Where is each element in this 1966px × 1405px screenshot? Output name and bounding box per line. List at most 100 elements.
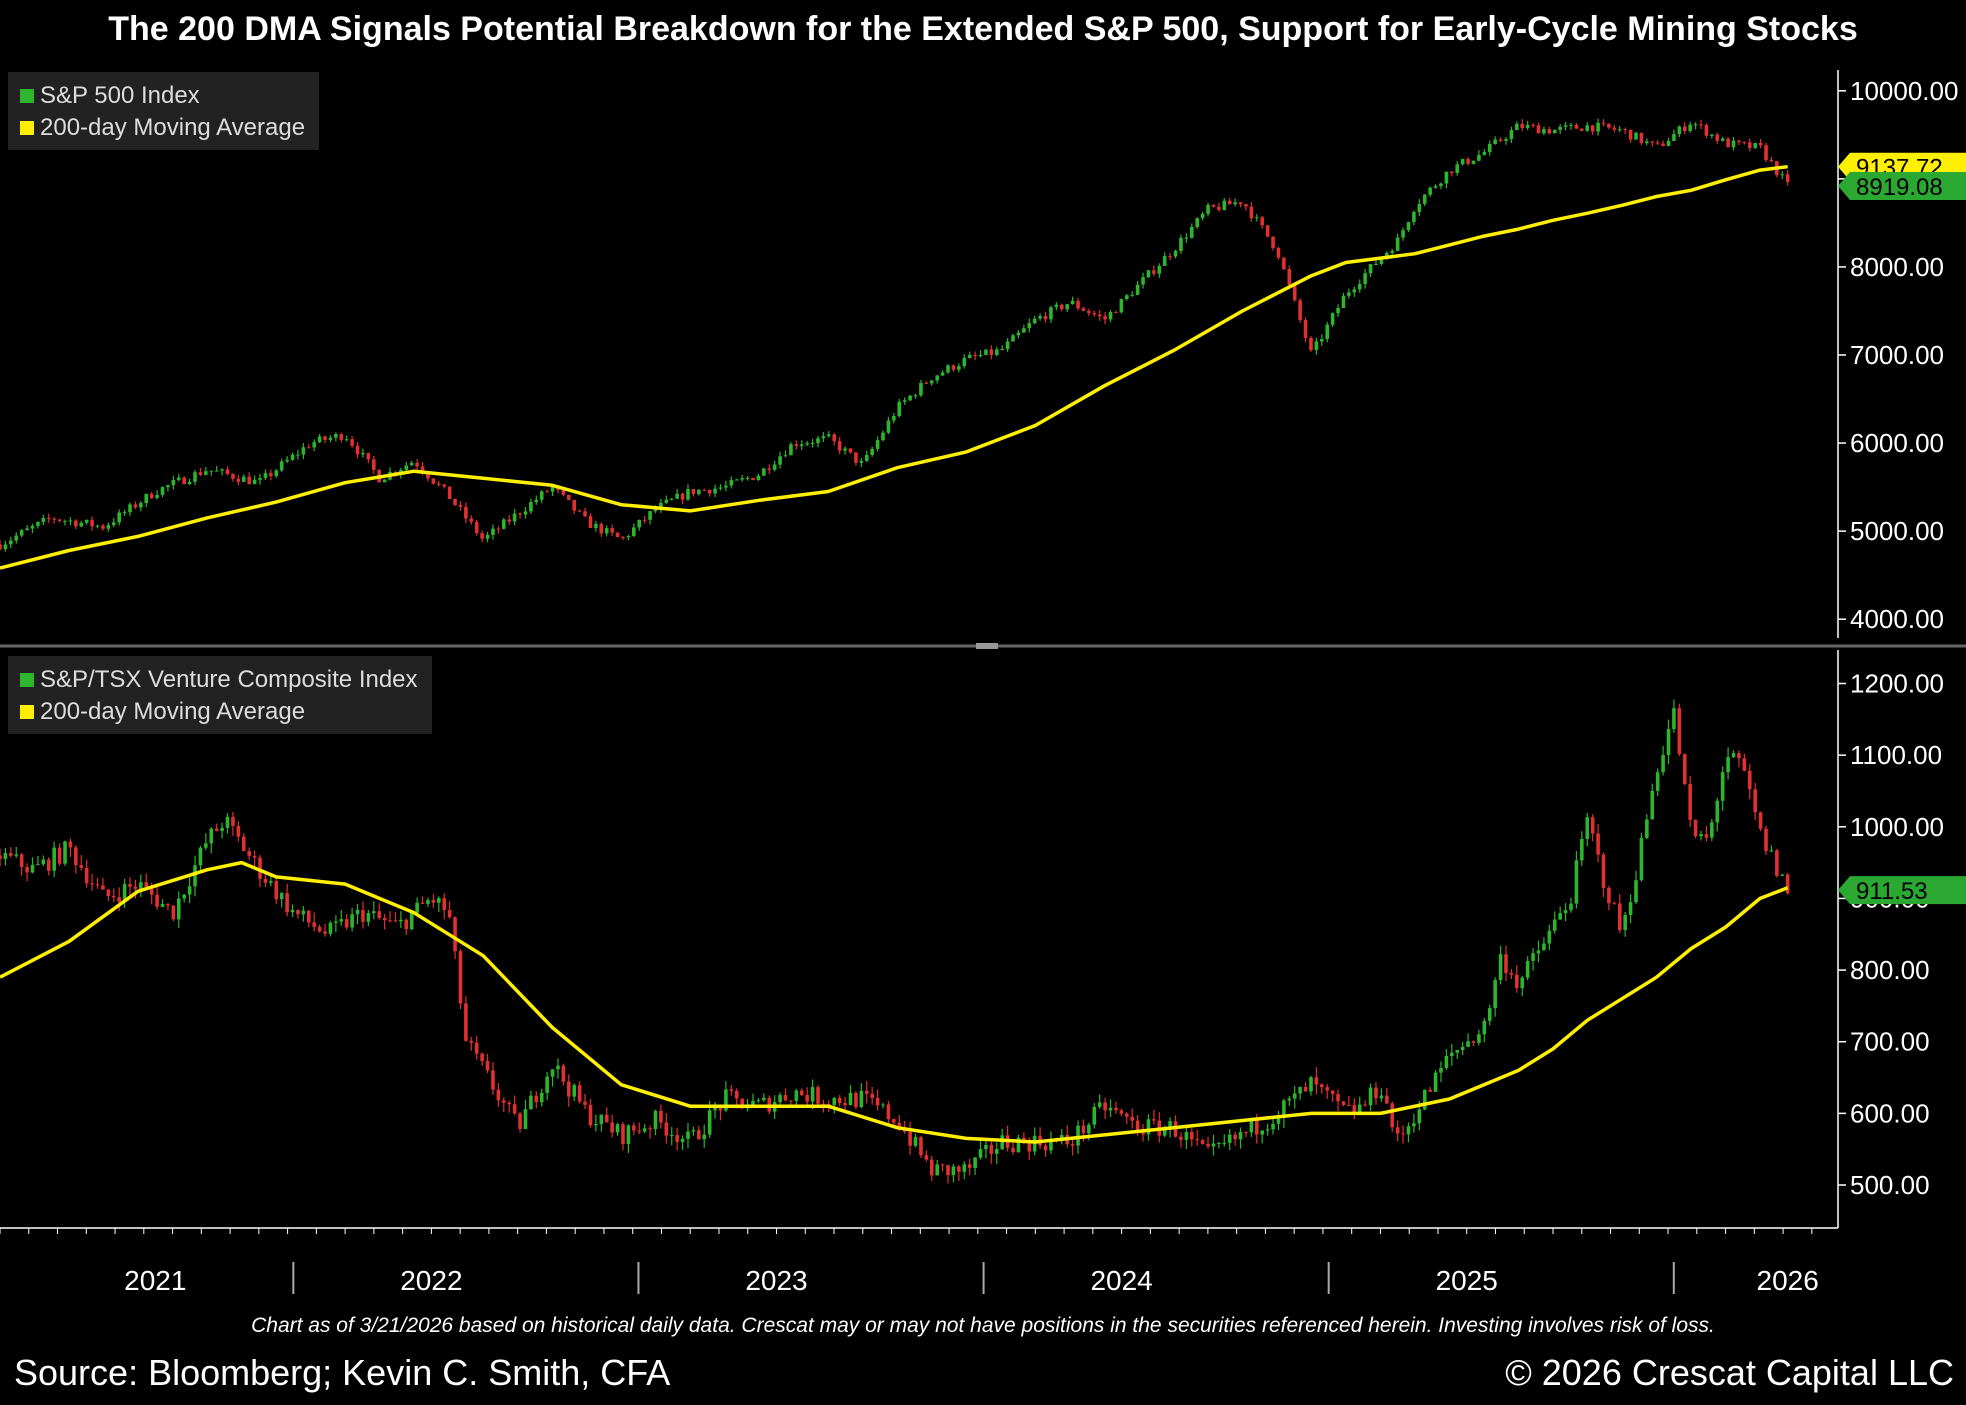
candle-body — [1211, 204, 1216, 207]
candle-body — [290, 909, 295, 913]
candle-body — [1363, 273, 1367, 285]
candle-body — [967, 1164, 972, 1168]
candle-body — [827, 434, 831, 437]
candle-body — [1352, 1105, 1357, 1114]
candle-body — [1574, 124, 1579, 129]
candle-body — [366, 452, 371, 460]
candle-body — [1298, 300, 1302, 320]
candle-body — [1000, 1135, 1004, 1150]
candle-body — [1227, 200, 1232, 205]
candle-body — [1238, 1132, 1243, 1140]
candle-body — [1509, 972, 1514, 975]
candle-body — [740, 478, 744, 480]
y-tick-label: 1100.00 — [1850, 740, 1942, 770]
candle-body — [68, 520, 73, 522]
candle-body — [95, 525, 100, 527]
candle-body — [0, 855, 2, 859]
candle-body — [1580, 128, 1584, 131]
candle-body — [642, 1128, 647, 1132]
candle-body — [361, 452, 365, 455]
candle-body — [252, 855, 257, 858]
candle-body — [296, 909, 300, 915]
legend-label-sp500-ma: 200-day Moving Average — [40, 114, 306, 141]
candle-body — [1607, 123, 1611, 128]
panel-divider-handle — [976, 643, 998, 649]
candle-body — [1330, 313, 1335, 325]
candle-body — [426, 900, 430, 904]
candle-body — [1336, 1093, 1340, 1102]
candle-body — [545, 1076, 549, 1093]
candle-body — [729, 480, 734, 486]
candle-body — [897, 401, 902, 416]
candle-body — [480, 1053, 484, 1061]
candle-body — [36, 864, 40, 866]
candle-body — [258, 857, 262, 879]
candle-body — [187, 481, 192, 485]
candle-body — [789, 1100, 793, 1102]
candle-body — [799, 1090, 804, 1096]
candle-body — [913, 395, 918, 397]
candle-body — [908, 395, 912, 401]
candle-body — [1471, 1041, 1476, 1043]
candle-body — [1276, 247, 1281, 258]
candle-body — [1320, 339, 1324, 342]
candle-body — [1444, 1055, 1449, 1068]
candle-body — [317, 926, 322, 932]
candle-body — [978, 1149, 983, 1158]
candle-body — [1590, 817, 1595, 834]
candle-body — [1785, 174, 1790, 182]
x-tick-label-year: 2023 — [745, 1265, 807, 1296]
x-tick-label-year: 2022 — [400, 1265, 462, 1296]
candle-body — [1466, 1041, 1470, 1047]
y-tick-label: 8000.00 — [1850, 252, 1944, 282]
candle-body — [1715, 800, 1720, 823]
candle-body — [837, 441, 842, 451]
candle-body — [1764, 145, 1768, 161]
candle-body — [816, 438, 820, 444]
candle-body — [599, 1114, 604, 1125]
candle-body — [496, 1089, 501, 1101]
candle-body — [707, 1110, 712, 1135]
candle-body — [1254, 1119, 1259, 1135]
candle-body — [664, 499, 669, 503]
candle-body — [621, 537, 625, 539]
candle-body — [1753, 789, 1757, 813]
legend-item-tsxv-ma: 200-day Moving Average — [20, 696, 418, 728]
candle-body — [350, 914, 354, 928]
candle-body — [1309, 337, 1313, 351]
candle-body — [1412, 211, 1416, 223]
candle-body — [25, 867, 29, 873]
candle-body — [859, 460, 864, 463]
candle-body — [534, 499, 539, 503]
candle-body — [1731, 140, 1736, 148]
candle-body — [128, 504, 132, 513]
candle-body — [637, 1130, 642, 1132]
candle-body — [1785, 874, 1790, 894]
candle-body — [1466, 159, 1470, 164]
candle-body — [1022, 328, 1026, 333]
candle-body — [642, 519, 647, 521]
candle-body — [274, 881, 279, 900]
candle-body — [1699, 124, 1703, 126]
candle-body — [659, 1110, 663, 1123]
candle-body — [902, 400, 907, 402]
candle-body — [962, 1164, 967, 1172]
candle-body — [837, 1097, 842, 1104]
candle-body — [957, 366, 961, 370]
candle-body — [1184, 237, 1189, 239]
candle-body — [502, 519, 506, 529]
candle-body — [1504, 139, 1508, 141]
candle-body — [1244, 204, 1248, 207]
candle-body — [57, 847, 62, 864]
candle-body — [1395, 1127, 1400, 1134]
candle-body — [1357, 1104, 1362, 1114]
candle-body — [3, 853, 8, 859]
candle-body — [1612, 127, 1617, 130]
candle-body — [1260, 217, 1265, 226]
candle-body — [1720, 772, 1725, 801]
candle-body — [339, 434, 344, 440]
candle-body — [1368, 1087, 1373, 1106]
candle-body — [632, 527, 636, 536]
candle-body — [1092, 1106, 1097, 1125]
candle-body — [1265, 1129, 1270, 1131]
